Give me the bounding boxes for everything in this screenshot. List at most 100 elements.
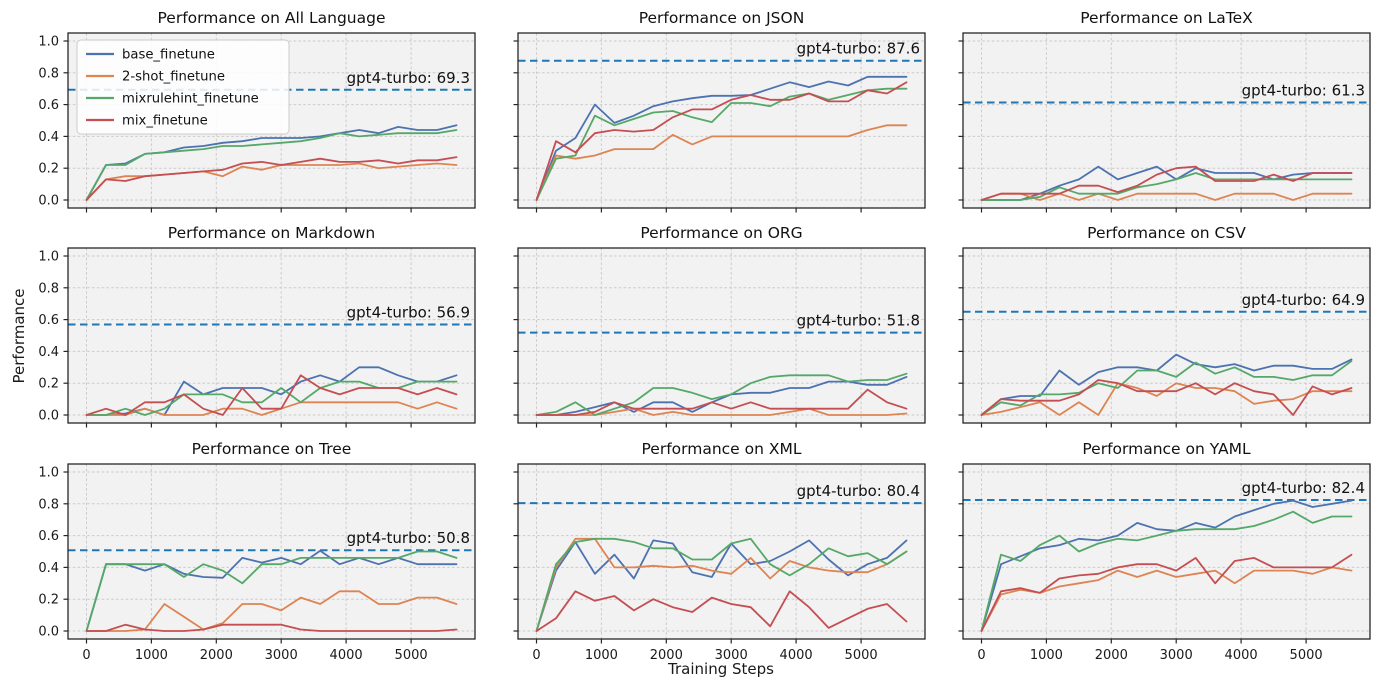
subplot-performance-on-markdown: gpt4-turbo: 56.9 0.0 0.2 0.4 0.6 0.8 1.0 Perfor…	[0, 215, 497, 467]
legend-label: base_finetune	[122, 48, 215, 63]
subplot-performance-on-all-language: gpt4-turbo: 69.3 0.0 0.2 0.4 0.6 0.8 1.0 Perfor…	[0, 0, 497, 252]
series-line-mix-finetune	[535, 590, 908, 632]
svg-text:1.0: 1.0	[38, 250, 59, 265]
svg-text:0.8: 0.8	[38, 497, 59, 512]
gridlines	[518, 464, 925, 639]
legend-label: mix_finetune	[122, 114, 208, 129]
y-tick-labels: 0.0 0.2 0.4 0.6 0.8 1.0	[38, 35, 59, 209]
series-line-mixrulehint-finetune	[85, 129, 458, 201]
chart-title: Performance on Tree	[192, 440, 352, 458]
chart-title: Performance on ORG	[640, 224, 802, 242]
tick-marks	[513, 40, 862, 213]
svg-text:0.4: 0.4	[38, 130, 59, 145]
svg-text:5000: 5000	[845, 648, 878, 663]
chart-performance-on-latex-svg: gpt4-turbo: 61.3 Performance on LaTeX	[958, 9, 1371, 213]
svg-text:0.6: 0.6	[38, 98, 59, 113]
chart-title: Performance on XML	[641, 440, 801, 458]
plot-background	[68, 248, 475, 423]
svg-text:0.6: 0.6	[38, 313, 59, 328]
baseline-annotation: gpt4-turbo: 51.8	[797, 312, 920, 330]
series-line-2-shot-finetune	[85, 590, 458, 632]
plot-background	[518, 33, 925, 208]
series-line-mix-finetune	[85, 156, 458, 201]
tick-marks	[958, 255, 1307, 428]
svg-text:1.0: 1.0	[38, 466, 59, 481]
y-tick-labels: 0.0 0.2 0.4 0.6 0.8 1.0	[38, 466, 59, 640]
series-line-base-finetune	[980, 499, 1353, 632]
subplot-performance-on-tree: gpt4-turbo: 50.8 0.0 0.2 0.4 0.6 0.8 1.0 0 1000 2…	[0, 431, 497, 683]
baseline-annotation: gpt4-turbo: 69.3	[347, 69, 470, 87]
plot-background	[963, 248, 1370, 423]
tick-marks	[63, 471, 412, 644]
svg-text:3000: 3000	[715, 648, 748, 663]
svg-text:4000: 4000	[330, 648, 363, 663]
legend-item-2-shot-finetune: 2-shot_finetune	[86, 70, 225, 85]
plot-background	[518, 248, 925, 423]
svg-text:0.4: 0.4	[38, 561, 59, 576]
baseline-annotation: gpt4-turbo: 61.3	[1242, 82, 1365, 100]
svg-text:0.2: 0.2	[38, 162, 59, 177]
series-line-base-finetune	[980, 165, 1353, 201]
series-line-2-shot-finetune	[85, 401, 458, 416]
gridlines	[963, 248, 1370, 423]
tick-marks	[63, 255, 412, 428]
svg-text:4000: 4000	[780, 648, 813, 663]
series-line-mix-finetune	[85, 623, 458, 632]
axes-spines	[517, 247, 926, 424]
series-line-base-finetune	[85, 549, 458, 632]
gridlines	[68, 248, 475, 423]
axes-spines	[517, 32, 926, 209]
subplot-performance-on-latex: gpt4-turbo: 61.3 Performance on LaTeX	[895, 0, 1392, 252]
subplot-performance-on-yaml: gpt4-turbo: 82.4 0 1000 2000 3000 4000 5000 Per…	[895, 431, 1392, 683]
series-line-mixrulehint-finetune	[980, 360, 1353, 416]
series-line-mix-finetune	[535, 81, 908, 201]
series-line-mix-finetune	[535, 388, 908, 416]
baseline-annotation: gpt4-turbo: 80.4	[797, 482, 920, 500]
chart-title: Performance on LaTeX	[1080, 9, 1253, 27]
svg-text:3000: 3000	[265, 648, 298, 663]
axes-spines	[962, 247, 1371, 424]
x-tick-labels: 0 1000 2000 3000 4000 5000	[82, 648, 427, 663]
tick-marks	[513, 255, 862, 428]
chart-title: Performance on CSV	[1087, 224, 1246, 242]
svg-text:1.0: 1.0	[38, 35, 59, 50]
tick-marks	[513, 471, 862, 644]
svg-text:2000: 2000	[200, 648, 233, 663]
axes-spines	[962, 32, 1371, 209]
axes-spines	[67, 32, 476, 209]
chart-performance-on-csv-svg: gpt4-turbo: 64.9 Performance on CSV	[958, 224, 1371, 428]
chart-title: Performance on JSON	[639, 9, 805, 27]
chart-performance-on-xml-svg: gpt4-turbo: 80.4 0 1000 2000 3000 4000 5000 Per…	[513, 440, 926, 663]
subplot-performance-on-csv: gpt4-turbo: 64.9 Performance on CSV	[895, 215, 1392, 467]
svg-text:5000: 5000	[1290, 648, 1323, 663]
chart-performance-on-tree-svg: gpt4-turbo: 50.8 0.0 0.2 0.4 0.6 0.8 1.0 0 1000 2…	[38, 440, 476, 663]
svg-text:2000: 2000	[1095, 648, 1128, 663]
svg-text:0: 0	[82, 648, 90, 663]
series-line-mixrulehint-finetune	[535, 372, 908, 416]
gridlines	[963, 33, 1370, 208]
x-tick-labels: 0 1000 2000 3000 4000 5000	[977, 648, 1322, 663]
plot-background	[68, 464, 475, 639]
subplot-performance-on-json: gpt4-turbo: 87.6 Performance on JSON	[450, 0, 947, 252]
legend: base_finetune 2-shot_finetune mixrulehint_…	[76, 39, 290, 135]
chart-title: Performance on YAML	[1082, 440, 1251, 458]
series-line-mix-finetune	[85, 374, 458, 416]
svg-text:1000: 1000	[585, 648, 618, 663]
subplot-performance-on-xml: gpt4-turbo: 80.4 0 1000 2000 3000 4000 5000 Per…	[450, 431, 947, 683]
svg-text:0.6: 0.6	[38, 529, 59, 544]
y-tick-labels: 0.0 0.2 0.4 0.6 0.8 1.0	[38, 250, 59, 424]
series-line-2-shot-finetune	[980, 566, 1353, 632]
chart-title: Performance on All Language	[157, 9, 385, 27]
svg-text:2000: 2000	[650, 648, 683, 663]
series-line-2-shot-finetune	[980, 382, 1353, 416]
svg-text:0.8: 0.8	[38, 66, 59, 81]
series-line-mixrulehint-finetune	[85, 550, 458, 632]
baseline-annotation: gpt4-turbo: 56.9	[347, 304, 470, 322]
svg-text:0.0: 0.0	[38, 409, 59, 424]
series-line-base-finetune	[980, 353, 1353, 416]
series-line-2-shot-finetune	[535, 124, 908, 201]
svg-text:0.2: 0.2	[38, 377, 59, 392]
baseline-annotation: gpt4-turbo: 50.8	[347, 529, 470, 547]
tick-marks	[958, 40, 1307, 213]
